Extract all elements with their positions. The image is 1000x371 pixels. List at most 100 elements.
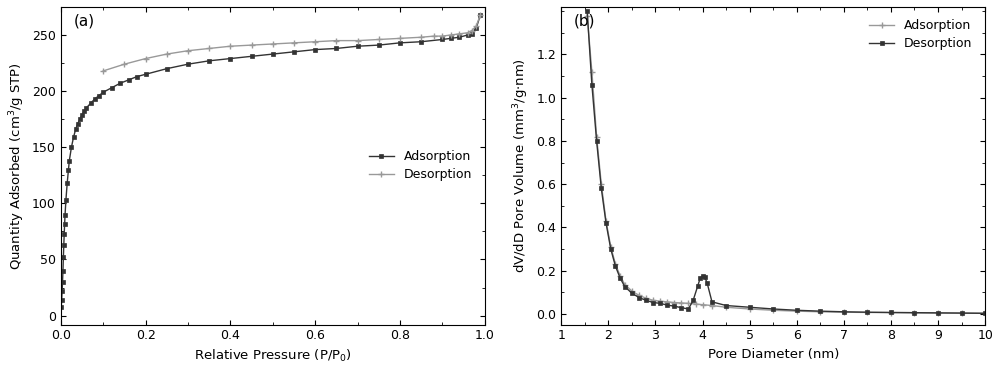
- Desorption: [161, 52, 173, 56]
- Y-axis label: Quantity Adsorbed (cm$^3$/g STP): Quantity Adsorbed (cm$^3$/g STP): [7, 62, 27, 270]
- Adsorption: [605, 244, 617, 249]
- Desorption: [791, 308, 803, 312]
- Desorption: [614, 276, 626, 280]
- Adsorption: [682, 301, 694, 306]
- Desorption: [932, 311, 944, 315]
- Desorption: [373, 37, 385, 42]
- Adsorption: [744, 307, 756, 311]
- Desorption: [814, 309, 826, 313]
- Desorption: [182, 49, 194, 53]
- Desorption: [609, 264, 621, 269]
- Desorption: [661, 303, 673, 307]
- Desorption: [330, 38, 342, 43]
- Desorption: [908, 311, 920, 315]
- Desorption: [626, 291, 638, 295]
- Desorption: [633, 295, 645, 300]
- Desorption: [591, 139, 603, 143]
- Line: Desorption: Desorption: [585, 9, 987, 315]
- Desorption: [415, 35, 427, 39]
- Line: Adsorption: Adsorption: [584, 13, 988, 316]
- Adsorption: [55, 304, 67, 309]
- Desorption: [647, 300, 659, 305]
- Desorption: [288, 41, 300, 45]
- Desorption: [595, 186, 607, 191]
- Desorption: [701, 281, 713, 286]
- Adsorption: [675, 301, 687, 305]
- Text: (a): (a): [74, 13, 95, 28]
- Desorption: [692, 283, 704, 288]
- Adsorption: [661, 300, 673, 304]
- Desorption: [224, 44, 236, 49]
- Adsorption: [720, 305, 732, 309]
- Desorption: [979, 311, 991, 315]
- Line: Adsorption: Adsorption: [59, 13, 482, 309]
- Desorption: [600, 221, 612, 225]
- Adsorption: [640, 296, 652, 301]
- Desorption: [428, 34, 440, 38]
- Desorption: [267, 42, 279, 46]
- Adsorption: [885, 311, 897, 315]
- Adsorption: [600, 219, 612, 223]
- Desorption: [352, 38, 364, 43]
- Adsorption: [647, 298, 659, 303]
- Adsorption: [626, 289, 638, 293]
- Adsorption: [591, 134, 603, 139]
- Desorption: [697, 274, 709, 278]
- Desorption: [140, 56, 152, 61]
- Desorption: [885, 310, 897, 315]
- Adsorption: [68, 135, 80, 139]
- Desorption: [956, 311, 968, 315]
- Desorption: [309, 39, 321, 44]
- Adsorption: [619, 282, 631, 287]
- Adsorption: [814, 309, 826, 314]
- Adsorption: [668, 300, 680, 305]
- X-axis label: Relative Pressure (P/P$_0$): Relative Pressure (P/P$_0$): [194, 348, 352, 364]
- Adsorption: [474, 13, 486, 17]
- Desorption: [581, 9, 593, 13]
- Desorption: [394, 36, 406, 40]
- Y-axis label: dV/dD Pore Volume (mm$^3$/g$\cdot$nm): dV/dD Pore Volume (mm$^3$/g$\cdot$nm): [511, 58, 531, 273]
- Adsorption: [633, 293, 645, 298]
- Desorption: [97, 69, 109, 73]
- Desorption: [668, 304, 680, 308]
- Adsorption: [70, 127, 82, 131]
- X-axis label: Pore Diameter (nm): Pore Diameter (nm): [708, 348, 839, 361]
- Adsorption: [581, 13, 593, 18]
- Desorption: [675, 305, 687, 310]
- Desorption: [474, 13, 486, 17]
- Adsorption: [690, 302, 702, 306]
- Desorption: [699, 275, 711, 280]
- Desorption: [640, 298, 652, 303]
- Adsorption: [767, 308, 779, 312]
- Desorption: [838, 309, 850, 314]
- Adsorption: [908, 311, 920, 315]
- Desorption: [654, 301, 666, 306]
- Adsorption: [654, 299, 666, 303]
- Desorption: [861, 310, 873, 315]
- Adsorption: [470, 26, 482, 30]
- Adsorption: [614, 274, 626, 278]
- Adsorption: [706, 303, 718, 308]
- Adsorption: [586, 69, 598, 74]
- Desorption: [445, 33, 457, 37]
- Desorption: [605, 247, 617, 251]
- Desorption: [470, 24, 482, 28]
- Desorption: [586, 82, 598, 87]
- Desorption: [744, 305, 756, 309]
- Desorption: [466, 28, 478, 33]
- Desorption: [436, 34, 448, 38]
- Adsorption: [791, 309, 803, 313]
- Desorption: [462, 30, 474, 35]
- Adsorption: [932, 311, 944, 315]
- Text: (b): (b): [574, 13, 596, 28]
- Desorption: [687, 298, 699, 303]
- Desorption: [767, 307, 779, 311]
- Desorption: [118, 62, 130, 66]
- Line: Desorption: Desorption: [100, 12, 484, 74]
- Adsorption: [609, 262, 621, 266]
- Legend: Adsorption, Desorption: Adsorption, Desorption: [863, 13, 979, 57]
- Desorption: [706, 300, 718, 304]
- Adsorption: [697, 302, 709, 307]
- Desorption: [619, 285, 631, 289]
- Adsorption: [956, 311, 968, 315]
